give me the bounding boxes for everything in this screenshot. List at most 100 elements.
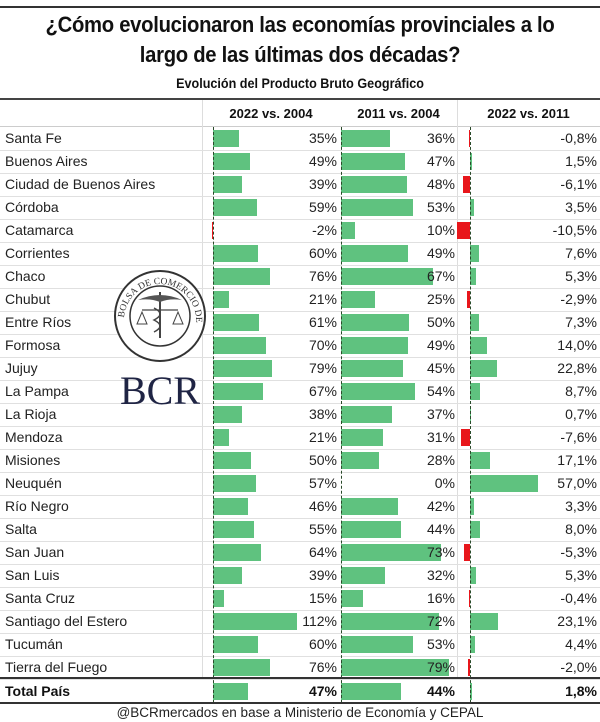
value-label-col1: 39% (308, 176, 337, 192)
bar-col1 (213, 314, 259, 331)
value-label-col2: 49% (426, 337, 455, 353)
value-label-col2: 36% (426, 130, 455, 146)
province-name: La Rioja (5, 406, 57, 422)
value-label-col3: 7,6% (565, 245, 597, 261)
bar-col3 (470, 636, 476, 653)
bar-col2 (341, 222, 355, 239)
bar-col1 (213, 683, 249, 700)
bar-col3 (462, 176, 470, 193)
zero-axis-col1 (213, 127, 214, 703)
bar-col2 (341, 452, 380, 469)
table-row: Ciudad de Buenos Aires 39% 48% -6,1% (0, 173, 600, 197)
value-label-col1: 46% (308, 498, 337, 514)
table-row: Buenos Aires 49% 47% 1,5% (0, 150, 600, 174)
value-label-col2: 25% (426, 291, 455, 307)
province-name: Tucumán (5, 636, 63, 652)
value-label-col1: 21% (308, 291, 337, 307)
value-label-col3: -7,6% (560, 429, 597, 445)
province-name: Río Negro (5, 498, 69, 514)
value-label-col2: 72% (426, 613, 455, 629)
bar-col1 (211, 222, 213, 239)
bar-col1 (213, 291, 229, 308)
table-row: Río Negro 46% 42% 3,3% (0, 495, 600, 519)
value-label-col3: -2,0% (560, 659, 597, 675)
value-label-col2: 45% (426, 360, 455, 376)
table-row: Neuquén 57% 0% 57,0% (0, 472, 600, 496)
bar-col2 (341, 314, 410, 331)
value-label-col2: 53% (426, 199, 455, 215)
province-name: Total País (5, 683, 71, 699)
bar-col1 (213, 567, 243, 584)
province-name: Chaco (5, 268, 46, 284)
bar-col1 (213, 452, 251, 469)
bar-col2 (341, 590, 363, 607)
value-label-col3: 5,3% (565, 567, 597, 583)
bar-col2 (341, 659, 449, 676)
value-label-col1: 35% (308, 130, 337, 146)
province-name: Formosa (5, 337, 61, 353)
bar-col2 (341, 567, 385, 584)
bar-col1 (213, 153, 250, 170)
bar-col2 (341, 521, 402, 538)
bar-col2 (341, 636, 414, 653)
table-row: Chubut 21% 25% -2,9% (0, 288, 600, 312)
province-name: Santa Fe (5, 130, 62, 146)
province-name: Salta (5, 521, 37, 537)
bar-col2 (341, 429, 384, 446)
scale-pan-left (136, 310, 148, 325)
value-label-col2: 67% (426, 268, 455, 284)
bar-col1 (213, 544, 261, 561)
bar-col2 (341, 683, 402, 700)
bar-col3 (470, 383, 481, 400)
bar-col3 (457, 222, 470, 239)
bar-col2 (341, 199, 414, 216)
value-label-col2: 47% (426, 153, 455, 169)
value-label-col3: 8,7% (565, 383, 597, 399)
province-name: Entre Ríos (5, 314, 72, 330)
value-label-col1: 39% (308, 567, 337, 583)
table-row: Misiones 50% 28% 17,1% (0, 449, 600, 473)
bar-col1 (213, 636, 258, 653)
bar-col3 (468, 590, 470, 607)
chart-subtitle: Evolución del Producto Bruto Geográfico (176, 75, 424, 91)
bar-col2 (341, 130, 391, 147)
value-label-col3: 4,4% (565, 636, 597, 652)
bar-col1 (213, 360, 273, 377)
province-name: Jujuy (5, 360, 38, 376)
column-divider (202, 100, 203, 680)
table-row: Salta 55% 44% 8,0% (0, 518, 600, 542)
value-label-col2: 16% (426, 590, 455, 606)
value-label-col1: 60% (308, 636, 337, 652)
value-label-col3: 3,3% (565, 498, 597, 514)
zero-axis-col2 (341, 127, 342, 703)
bar-col2 (341, 291, 376, 308)
value-label-col1: -2% (312, 222, 337, 238)
bar-col3 (470, 683, 473, 700)
value-label-col1: 76% (308, 268, 337, 284)
value-label-col1: 47% (308, 683, 337, 699)
value-label-col3: 1,8% (565, 683, 597, 699)
bar-col2 (341, 268, 433, 285)
value-label-col1: 70% (308, 337, 337, 353)
value-label-col3: 14,0% (557, 337, 597, 353)
bottom-rule (0, 702, 600, 704)
value-label-col3: 17,1% (557, 452, 597, 468)
header-rule (0, 98, 600, 100)
bar-col1 (213, 475, 256, 492)
province-name: Santa Cruz (5, 590, 76, 606)
value-label-col2: 32% (426, 567, 455, 583)
bcr-logo: BOLSA DE COMERCIO DE ROSARIO BCR (110, 268, 206, 408)
bar-col2 (341, 153, 406, 170)
bar-col3 (470, 613, 498, 630)
value-label-col1: 21% (308, 429, 337, 445)
value-label-col3: -5,3% (560, 544, 597, 560)
column-header-2022-vs-2011: 2022 vs. 2011 (487, 106, 570, 121)
value-label-col1: 60% (308, 245, 337, 261)
value-label-col2: 10% (426, 222, 455, 238)
value-label-col1: 64% (308, 544, 337, 560)
table-row: Formosa 70% 49% 14,0% (0, 334, 600, 358)
header-bottom-rule (0, 126, 600, 127)
total-rule (0, 677, 600, 679)
province-name: Ciudad de Buenos Aires (5, 176, 156, 192)
bar-col1 (213, 268, 270, 285)
